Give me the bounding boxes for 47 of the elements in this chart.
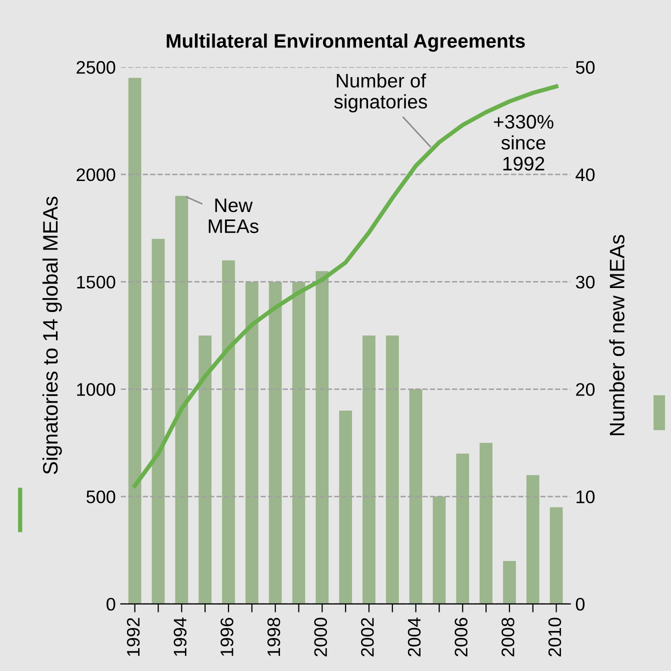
bar [503,560,516,604]
bar [362,336,376,604]
y2-tick-label: 30 [576,276,595,289]
bar [316,271,329,604]
chart-title: Multilateral Environmental Agreements [166,34,525,52]
x-tick-label: 2004 [408,618,421,656]
x-tick-label: 2000 [314,618,327,656]
y2-axis-title: Number of new MEAs [609,234,624,436]
x-tick-label: 1992 [126,618,140,656]
bar [152,238,165,604]
y2-tick-label: 40 [576,168,595,182]
bar [339,410,352,604]
bar [198,336,212,604]
y-tick-label: 500 [86,490,116,504]
y-axis-title: Signatories to 14 global MEAs [42,196,62,474]
y2-tick-label: 50 [576,61,595,74]
x-tick-label: 2002 [361,618,374,656]
y-tick-label: 2000 [76,168,116,182]
bar [222,260,235,604]
y2-tick-label: 0 [576,598,585,611]
y2-tick-label: 20 [576,383,595,396]
bar [292,282,306,604]
y2-tick-label: 10 [576,490,595,504]
bar [526,475,540,604]
bar [245,282,258,604]
bar [550,507,563,604]
x-tick-label: 2006 [454,618,468,656]
bar [268,282,282,604]
series-label: Number of signatories [334,73,428,112]
bar [175,196,188,604]
y-tick-label: 1500 [77,276,116,289]
bar [480,442,492,604]
x-tick-label: 1998 [267,618,280,656]
bar [432,496,446,604]
bar [128,78,142,604]
y-tick-label: 2500 [76,61,116,74]
x-tick-label: 2008 [502,618,514,656]
x-tick-label: 1994 [174,618,187,656]
x-tick-label: 2010 [548,618,562,656]
y-tick-label: 1000 [77,383,116,396]
annotation: +330% since 1992 [494,114,554,171]
bar [386,336,399,604]
bar [409,389,422,604]
x-tick-label: 1996 [220,618,234,656]
y-tick-label: 0 [106,598,116,611]
bar [456,454,470,604]
series-label: New MEAs [208,198,258,234]
